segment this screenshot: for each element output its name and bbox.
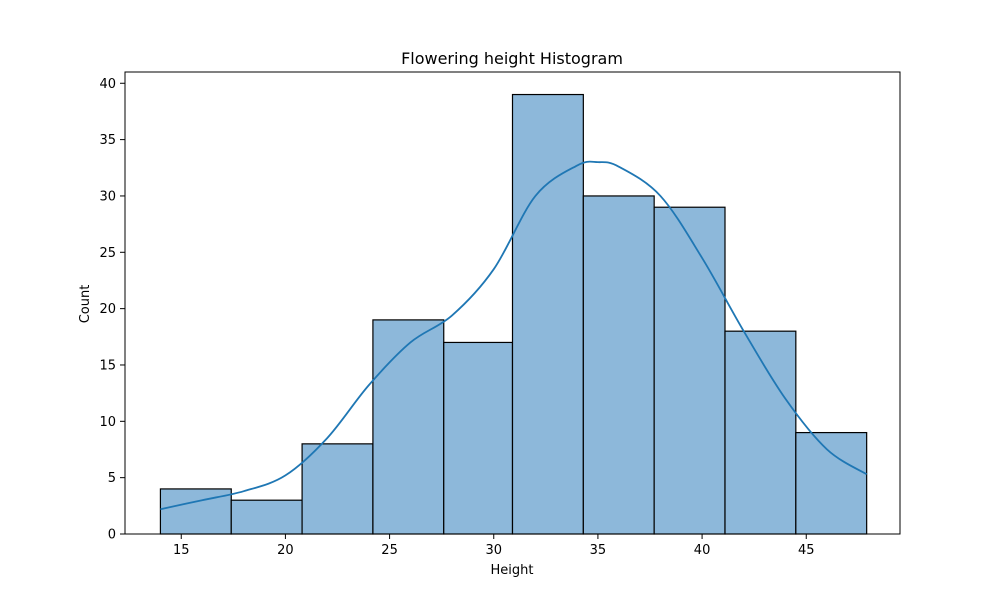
x-tick-label: 35 <box>590 543 607 558</box>
histogram-bar <box>443 341 514 535</box>
histogram-bar <box>582 195 655 535</box>
kde-curve <box>160 160 868 511</box>
x-tick-label: 30 <box>485 543 502 558</box>
y-tick-label: 25 <box>99 246 116 261</box>
histogram-bar <box>795 431 868 535</box>
x-tick-label: 15 <box>173 543 190 558</box>
histogram-bar <box>230 499 303 535</box>
y-tick-label: 15 <box>99 358 116 373</box>
y-tick-label: 40 <box>99 77 116 92</box>
histogram-bar <box>372 319 445 535</box>
y-tick-label: 5 <box>108 471 116 486</box>
histogram-bar <box>511 93 584 535</box>
y-tick-label: 0 <box>108 528 116 543</box>
x-tick-label: 40 <box>694 543 711 558</box>
histogram-bar <box>724 330 797 535</box>
y-tick-label: 30 <box>99 189 116 204</box>
y-tick-label: 10 <box>99 415 116 430</box>
x-tick-label: 25 <box>381 543 398 558</box>
y-ticks: 0 5 10 15 20 25 30 35 40 <box>99 77 125 543</box>
bars-layer <box>159 93 868 535</box>
y-axis-label: Count <box>78 285 93 324</box>
kde-layer <box>160 160 868 511</box>
x-ticks: 15 20 25 30 35 40 45 <box>173 534 815 558</box>
x-tick-label: 45 <box>798 543 815 558</box>
chart-title: Flowering height Histogram <box>401 49 623 68</box>
axes-frame <box>124 71 901 535</box>
x-tick-label: 20 <box>277 543 294 558</box>
histogram-bar <box>653 206 726 535</box>
x-axis-label: Height <box>491 563 534 578</box>
axes-layer <box>124 71 901 535</box>
y-tick-label: 20 <box>99 302 116 317</box>
y-tick-label: 35 <box>99 133 116 148</box>
histogram-bar <box>301 443 374 535</box>
